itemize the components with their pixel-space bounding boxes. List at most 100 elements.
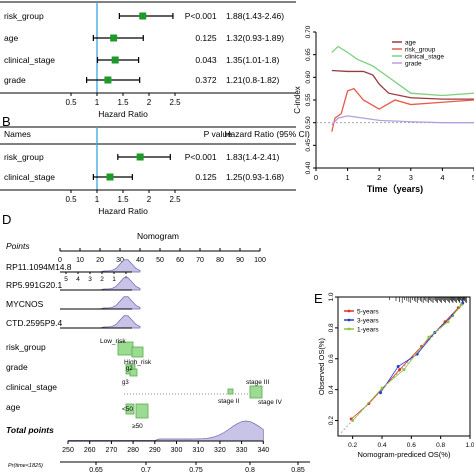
e-legend-label: 5-years (357, 309, 379, 316)
density-shape (60, 315, 141, 329)
hr-tick-label: 1 (95, 98, 100, 107)
c-series-line (331, 69, 474, 100)
c-x-tick-label: 2 (377, 173, 381, 182)
stage-ii-label: stage II (218, 398, 240, 405)
panel-label-d: D (2, 212, 11, 227)
c-y-tick-label: 0.50 (305, 116, 312, 129)
e-y-tick-label: 0.4 (328, 385, 335, 394)
row-label: age (4, 33, 18, 43)
nomogram-title: Nomogram (137, 231, 179, 241)
total-tick-label: 330 (236, 447, 248, 454)
risk-low-label: Low_risk (100, 338, 126, 345)
hr-text: 1.21(0.8-1.82) (226, 75, 280, 85)
e-series-line (352, 304, 462, 421)
total-tick-label: 300 (171, 447, 183, 454)
c-y-tick-label: 0.70 (305, 25, 312, 38)
variable-label: clinical_stage (6, 382, 57, 392)
age-under50-label: <50 (122, 406, 133, 413)
points-tick-label: 30 (116, 257, 124, 264)
age-over50-box (135, 403, 149, 419)
prob-label: Pr(time<1825) (8, 463, 43, 469)
risk-high-label: High_risk (124, 359, 152, 366)
row-label: clinical_stage (4, 172, 55, 182)
hr-axis-label: Hazard Ratio (98, 206, 148, 216)
c-y-tick-label: 0.45 (305, 139, 312, 152)
row-label: clinical_stage (4, 55, 55, 65)
points-label: Points (6, 241, 30, 251)
variable-label: risk_group (6, 342, 46, 352)
row-label: risk_group (4, 11, 44, 21)
points-tick-label: 50 (156, 257, 164, 264)
stage-iv-label: stage IV (258, 399, 283, 406)
c-series-line (331, 45, 474, 97)
hr-tick-label: 2.5 (169, 98, 181, 107)
p-value: P<0.001 (185, 11, 217, 21)
e-data-point (427, 335, 431, 339)
variable-label: age (6, 402, 20, 412)
hr-tick-label: 2 (147, 98, 152, 107)
e-data-point (443, 320, 447, 324)
total-density-shape (67, 420, 264, 442)
age-over50-label: ≥50 (132, 423, 143, 430)
c-y-tick-label: 0.65 (305, 48, 312, 61)
e-legend-label: 3-years (357, 318, 379, 325)
points-tick-label: 80 (216, 257, 224, 264)
prob-tick-label: 0.8 (245, 467, 255, 474)
e-x-tick-label: 0.8 (436, 442, 445, 449)
c-legend-label: risk_group (405, 47, 436, 54)
total-tick-label: 270 (106, 447, 118, 454)
variable-label: CTD.2595P9.4 (6, 318, 62, 328)
risk-high-box (131, 346, 144, 358)
points-tick-label: 40 (136, 257, 144, 264)
e-y-tick-label: 0.6 (328, 354, 335, 363)
prob-tick-label: 0.75 (189, 467, 203, 474)
hr-marker (111, 56, 119, 64)
stage-iii-label: stage III (246, 379, 269, 386)
hr-tick-label: 0.5 (65, 98, 77, 107)
e-data-point (396, 365, 400, 368)
points-tick-label: 60 (176, 257, 184, 264)
p-value: P<0.001 (185, 152, 217, 162)
hr-axis-label: Hazard Ratio (98, 109, 148, 119)
variable-tick-label: 5 (64, 276, 68, 283)
density-shape (60, 296, 141, 310)
panel-label-e: E (314, 291, 323, 306)
total-tick-label: 250 (62, 447, 74, 454)
total-tick-label: 280 (127, 447, 139, 454)
prob-tick-label: 0.85 (291, 467, 305, 474)
e-data-point (398, 368, 402, 372)
points-tick-label: 70 (196, 257, 204, 264)
e-x-tick-label: 1.0 (465, 442, 474, 449)
grade-g3-label: g3 (122, 380, 129, 386)
hr-text: 1.35(1.01-1.8) (226, 55, 280, 65)
points-tick-label: 90 (236, 257, 244, 264)
variable-label: grade (6, 362, 28, 372)
total-tick-label: 290 (149, 447, 161, 454)
age-under50-box (125, 403, 135, 415)
stage-ii-box (227, 388, 234, 395)
c-y-tick-label: 0.55 (305, 93, 312, 106)
hr-tick-label: 2.5 (169, 195, 181, 204)
grade-g2-label: g2 (126, 366, 133, 372)
hr-tick-label: 1 (95, 195, 100, 204)
points-tick-label: 10 (76, 257, 84, 264)
hr-text: 1.25(0.93-1.68) (226, 172, 284, 182)
e-y-tick-label: 1.0 (328, 292, 335, 301)
stage-iv-box (249, 385, 263, 399)
e-data-point (402, 368, 406, 372)
total-points-label: Total points (6, 425, 54, 435)
hr-marker (136, 153, 144, 161)
points-tick-label: 0 (58, 257, 62, 264)
c-x-tick-label: 3 (409, 173, 413, 182)
prob-tick-label: 0.65 (89, 467, 103, 474)
e-plot-frame (337, 296, 471, 437)
e-y-tick-label: 0.2 (328, 416, 335, 425)
hr-text: 1.32(0.93-1.89) (226, 33, 284, 43)
e-data-point (351, 419, 355, 423)
e-legend-label: 1-years (357, 327, 379, 334)
p-value: 0.043 (195, 55, 217, 65)
variable-label: RP11.1094M14.8 (6, 262, 72, 272)
points-tick-label: 100 (254, 257, 266, 264)
e-data-point (446, 320, 450, 324)
